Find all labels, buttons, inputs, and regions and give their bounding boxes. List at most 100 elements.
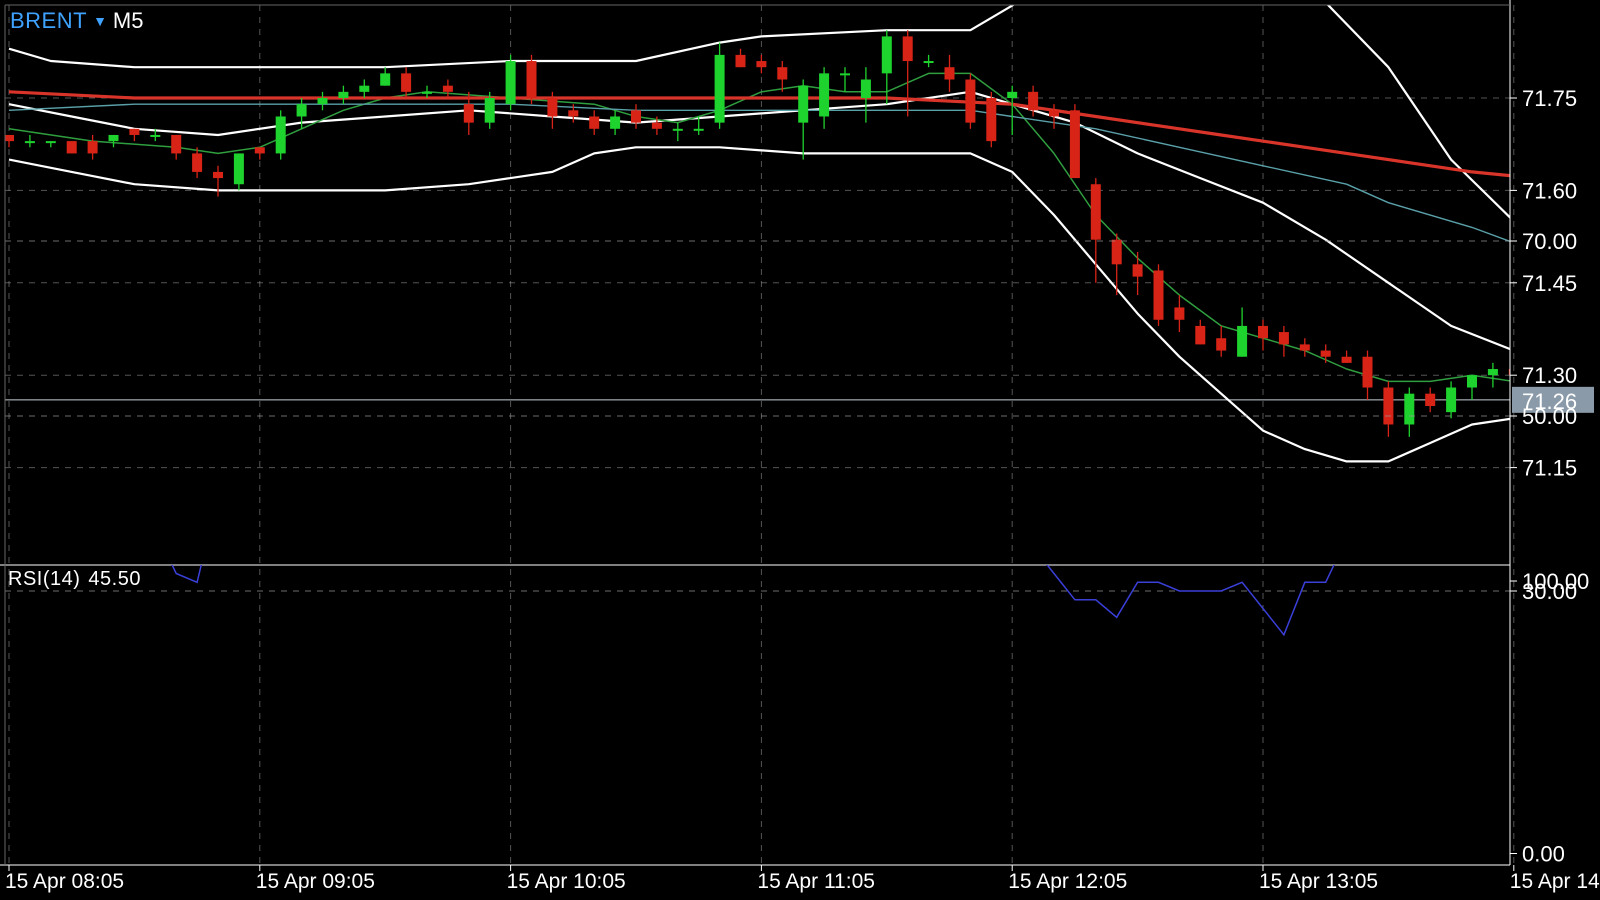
candle [756,54,767,74]
candle-body [108,134,119,142]
candle-body [338,91,349,98]
candle [484,91,495,129]
candle [1487,362,1498,388]
candle-body [296,104,307,117]
candle [463,91,474,135]
candle-body [735,54,746,68]
rsi-value: 45.50 [88,568,141,590]
candle [693,116,704,135]
candle [651,116,662,135]
candle-body [1090,184,1101,240]
candle-body [192,153,203,172]
candle [275,110,286,160]
candle-body [1467,375,1477,388]
candle [338,85,349,105]
candle-body [923,61,934,64]
bollinger-lower-line [8,146,1510,463]
candle [66,141,77,154]
candle [986,91,997,148]
candle [1383,381,1394,437]
rsi-panel-header: RSI(14) 45.50 [8,568,149,591]
candle-body [401,73,412,92]
candle-body [1195,325,1206,345]
candle-body [359,85,370,92]
rsi-tick-label: 30.00 [1522,579,1577,604]
candle [192,147,203,179]
candle-body [902,36,913,62]
symbol-label: BRENT [10,8,88,33]
bollinger-upper-line [8,5,1510,220]
candle [1216,325,1227,357]
candle [171,134,182,160]
candle [1049,104,1059,129]
candle-body [1383,387,1394,425]
candle-body [547,98,558,117]
candle-body [1237,325,1248,357]
candle [589,110,600,135]
candle [296,98,307,129]
price-tick-label: 71.75 [1522,86,1577,111]
candle-body [1111,239,1122,265]
candle-body [1069,110,1080,179]
candle [631,104,641,129]
candle [735,48,746,68]
candle-body [129,128,140,135]
candle-body [150,134,161,137]
candle-body [254,147,265,154]
candle [108,134,119,148]
candle [24,134,35,148]
bollinger-mid-line [8,90,1510,351]
rsi-tick-label: 100.00 [1522,569,1589,594]
candle [819,67,830,129]
candle [798,79,809,160]
candle-body [1278,332,1289,345]
current-price-label: 71.26 [1522,389,1577,414]
symbol-selector[interactable]: BRENT ▼ M5 [10,8,143,34]
candle-body [171,134,182,154]
candle [1111,233,1122,296]
timeframe-label: M5 [112,8,144,33]
candle [87,134,98,160]
candle-body [1258,325,1268,339]
candle [442,79,453,98]
candle-body [1049,110,1059,117]
candle [568,104,579,123]
candle-body [45,141,56,144]
price-tick-label: 71.15 [1522,456,1577,481]
candle-body [881,36,892,74]
ma-slow-line [8,103,1510,243]
candle [1299,338,1310,357]
candle-body [213,171,223,179]
candle-body [610,116,621,129]
candle [1090,178,1101,283]
candlesticks [5,30,1510,437]
candle [45,141,56,148]
candle-body [1007,91,1018,98]
time-tick-label: 15 Apr 08:05 [5,870,124,893]
candle [714,42,725,129]
candle [1278,325,1289,357]
candle-body [1487,369,1498,376]
price-tick-label: 71.45 [1522,271,1577,296]
candle-body [317,98,328,105]
candle [1425,387,1436,413]
candle-body [1299,344,1310,351]
candle-body [24,141,35,144]
candle [1132,252,1143,296]
candle-body [1508,369,1510,376]
candle [1237,307,1248,357]
candle [547,91,558,129]
candle-body [1216,338,1227,351]
candle [1446,381,1457,419]
candle-body [631,110,641,123]
time-tick-label: 15 Apr 11:05 [757,870,875,893]
candle [944,54,955,92]
candle-body [1341,356,1352,363]
candle-body [965,79,976,123]
candle-body [1174,307,1185,320]
candle [840,67,850,92]
candle [610,110,621,135]
candle [1028,85,1039,117]
candle [923,54,934,68]
